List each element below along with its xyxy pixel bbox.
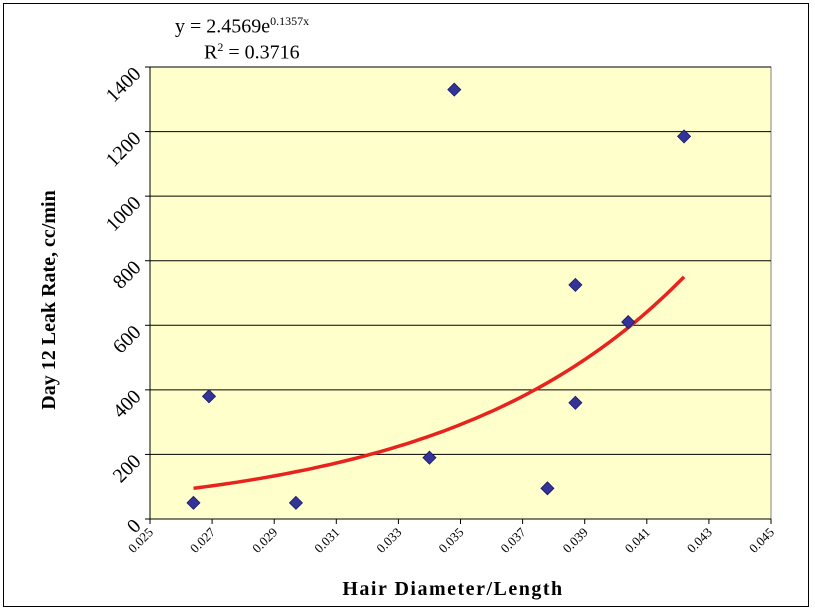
x-tick-label: 0.031	[311, 525, 342, 556]
x-tick-label: 0.045	[746, 525, 777, 556]
r-squared: R2 = 0.3716	[204, 40, 300, 65]
axes	[145, 66, 772, 524]
y-tick-label: 1400	[102, 63, 146, 107]
data-point	[186, 495, 201, 510]
y-tick-label: 1000	[102, 192, 146, 236]
data-point	[676, 129, 692, 144]
x-axis-label: Hair Diameter/Length	[342, 578, 563, 600]
data-point	[422, 450, 437, 465]
y-axis-label: Day 12 Leak Rate, cc/min	[38, 190, 60, 409]
data-point	[540, 481, 555, 496]
data-point	[568, 277, 583, 292]
trendline-layer	[193, 275, 686, 491]
data-point	[201, 389, 217, 404]
data-point	[288, 495, 304, 510]
x-tick-label: 0.043	[684, 525, 715, 556]
trend-equation: y = 2.4569e0.1357x	[175, 14, 309, 39]
data-points	[186, 82, 692, 510]
data-point	[568, 395, 583, 410]
x-tick-label: 0.037	[497, 524, 529, 556]
y-tick-label: 800	[109, 257, 146, 294]
y-tick-label: 200	[109, 450, 146, 487]
data-point	[621, 314, 636, 330]
r2-prefix: R	[204, 41, 218, 64]
y-tick-label: 1200	[102, 128, 146, 172]
equation-exponent: 0.1357x	[270, 14, 310, 28]
x-tick-label: 0.035	[435, 525, 466, 556]
r2-exponent: 2	[217, 40, 224, 54]
trendline	[193, 275, 686, 491]
x-tick-label: 0.029	[249, 525, 280, 556]
x-tick-label: 0.041	[622, 525, 653, 556]
grid-lines	[150, 66, 771, 455]
y-tick-label: 600	[109, 321, 146, 358]
x-tick-label: 0.033	[373, 525, 404, 556]
plot-area	[149, 66, 772, 520]
data-point	[447, 82, 462, 97]
r2-value: = 0.3716	[223, 41, 300, 64]
y-tick-label: 400	[109, 386, 146, 423]
equation-base: y = 2.4569e	[175, 15, 271, 38]
x-tick-label: 0.027	[187, 524, 219, 556]
x-tick-label: 0.039	[560, 525, 591, 556]
